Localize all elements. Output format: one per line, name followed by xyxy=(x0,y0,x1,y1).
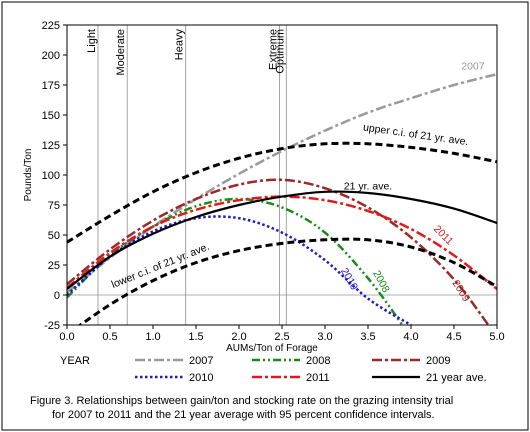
x-tick-label: 0.0 xyxy=(59,331,74,343)
series-line-2010 xyxy=(67,215,412,325)
series-line-lower-c-i-of-21-yr-ave xyxy=(77,237,497,325)
legend-label-21-year-ave: 21 year ave. xyxy=(426,372,487,384)
legend-label-2009: 2009 xyxy=(426,355,450,367)
series-line-21-year-ave xyxy=(67,190,497,290)
annotation-21-year-ave: 21 yr. ave. xyxy=(344,180,392,192)
y-tick-label: 25 xyxy=(48,260,60,272)
series-line-2007 xyxy=(67,72,497,294)
y-tick-label: 150 xyxy=(42,110,60,122)
series-line-2011 xyxy=(67,195,497,290)
legend-title: YEAR xyxy=(60,355,90,367)
caption-line-1: Figure 3. Relationships between gain/ton… xyxy=(30,395,454,407)
y-tick-label: 0 xyxy=(54,290,60,302)
intensity-label-extreme: Extreme xyxy=(267,29,279,70)
legend-label-2008: 2008 xyxy=(306,355,330,367)
y-tick-label: 50 xyxy=(48,230,60,242)
legend-label-2010: 2010 xyxy=(189,372,213,384)
annotation-2009: 2009 xyxy=(450,278,473,304)
x-tick-label: 1.5 xyxy=(188,331,203,343)
intensity-label-heavy: Heavy xyxy=(174,29,186,61)
intensity-label-optimum: Optimum xyxy=(274,29,286,74)
series-line-2008 xyxy=(67,197,404,325)
intensity-label-light: Light xyxy=(86,29,98,53)
annotation-2007: 2007 xyxy=(461,60,485,72)
x-tick-label: 5.0 xyxy=(489,331,504,343)
y-axis-label: Pounds/Ton xyxy=(23,149,34,202)
x-tick-label: 0.5 xyxy=(102,331,117,343)
series-line-2009 xyxy=(67,178,490,325)
y-tick-label: 175 xyxy=(42,80,60,92)
figure-caption: Figure 3. Relationships between gain/ton… xyxy=(30,394,510,422)
x-tick-label: 4.0 xyxy=(403,331,418,343)
y-tick-label: 225 xyxy=(42,20,60,32)
x-tick-label: 3.0 xyxy=(317,331,332,343)
legend-label-2007: 2007 xyxy=(189,355,213,367)
y-tick-label: 100 xyxy=(42,170,60,182)
x-axis-label: AUMs/Ton of Forage xyxy=(226,343,318,354)
series-line-upper-c-i-of-21-yr-ave xyxy=(67,141,497,244)
x-tick-label: 2.0 xyxy=(231,331,246,343)
x-tick-label: 1.0 xyxy=(145,331,160,343)
legend-label-2011: 2011 xyxy=(306,372,330,384)
x-tick-label: 4.5 xyxy=(446,331,461,343)
y-tick-label: 75 xyxy=(48,200,60,212)
y-tick-label: 200 xyxy=(42,50,60,62)
x-tick-label: 2.5 xyxy=(274,331,289,343)
intensity-label-moderate: Moderate xyxy=(115,29,127,75)
annotation-2008: 2008 xyxy=(370,268,392,294)
caption-line-2: for 2007 to 2011 and the 21 year average… xyxy=(52,409,435,421)
y-tick-label: 125 xyxy=(42,140,60,152)
x-tick-label: 3.5 xyxy=(360,331,375,343)
y-tick-label: -25 xyxy=(44,320,60,332)
